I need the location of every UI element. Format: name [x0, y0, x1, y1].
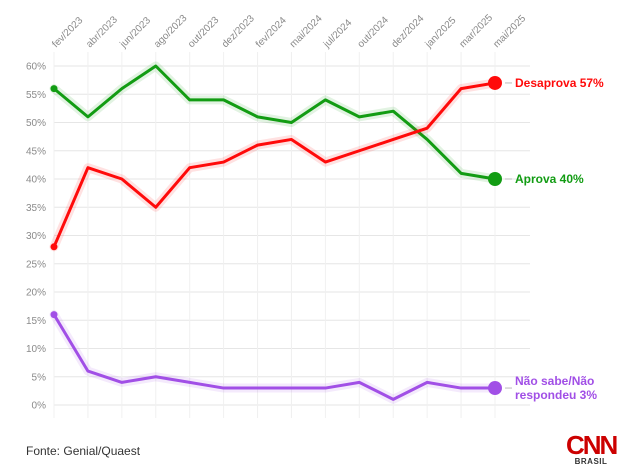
x-tick-label: dez/2023 [220, 13, 257, 50]
end-label-desaprova: Desaprova 57% [515, 76, 604, 90]
y-tick-label: 10% [26, 344, 46, 355]
source-note: Fonte: Genial/Quaest [26, 444, 141, 458]
x-tick-label: jan/2025 [423, 15, 459, 51]
series-group: Aprova 40% Desaprova 57% Não sabe/Não respo… [49, 61, 604, 404]
series-end-point-desaprova [488, 75, 502, 90]
series-line-aprova [52, 64, 497, 181]
end-label-line: respondeu 3% [515, 388, 597, 402]
y-axis-ticks: 0% 5% 10% 15% 20% 25% 30% 35% 40% 45% 50% 55% 60% [26, 62, 46, 412]
logo-main-text: CNN [566, 430, 618, 460]
end-label-n-o-sabe-n-o-respondeu: Não sabe/Não respondeu 3% [515, 374, 597, 402]
series-glow-desaprova [49, 78, 500, 252]
series-end-point-n-o-sabe-n-o-respondeu [488, 381, 502, 396]
x-tick-label: dez/2024 [390, 13, 427, 50]
x-tick-label: ago/2023 [152, 13, 190, 51]
x-tick-label: mai/2024 [288, 13, 325, 50]
y-tick-label: 45% [26, 146, 46, 157]
y-tick-label: 5% [32, 372, 47, 383]
y-tick-label: 40% [26, 175, 46, 186]
x-tick-label: abr/2023 [84, 14, 120, 50]
end-label-line: Desaprova 57% [515, 76, 604, 90]
x-tick-label: fev/2024 [254, 15, 289, 50]
x-tick-label: out/2023 [186, 15, 222, 51]
x-tick-label: jun/2023 [117, 15, 153, 51]
end-label-line: Aprova 40% [515, 172, 584, 186]
y-tick-label: 30% [26, 231, 46, 242]
y-tick-label: 15% [26, 316, 46, 327]
x-tick-label: out/2024 [356, 15, 392, 51]
end-label-aprova: Aprova 40% [515, 172, 584, 186]
y-tick-label: 50% [26, 118, 46, 129]
x-tick-label: mai/2025 [491, 13, 528, 50]
series-line-n-o-sabe-n-o-respondeu [52, 313, 497, 401]
y-tick-label: 0% [32, 401, 47, 412]
y-tick-label: 35% [26, 203, 46, 214]
x-tick-label: jul/2024 [321, 17, 355, 51]
logo-sub-text: BRASIL [574, 457, 608, 466]
y-tick-label: 20% [26, 288, 46, 299]
series-line-desaprova [52, 81, 497, 249]
series-start-point-desaprova [50, 243, 58, 251]
y-tick-label: 25% [26, 259, 46, 270]
y-tick-label: 55% [26, 90, 46, 101]
series-end-point-aprova [488, 172, 502, 186]
x-tick-label: fev/2023 [50, 15, 85, 50]
grid-lines [53, 52, 530, 418]
end-label-line: Não sabe/Não [515, 374, 594, 388]
cnn-brasil-logo: CNN BRASIL [566, 430, 618, 466]
series-start-point-aprova [50, 85, 58, 93]
y-tick-label: 60% [26, 62, 46, 73]
series-start-point-n-o-sabe-n-o-respondeu [50, 311, 58, 319]
x-tick-label: mar/2025 [457, 12, 495, 50]
